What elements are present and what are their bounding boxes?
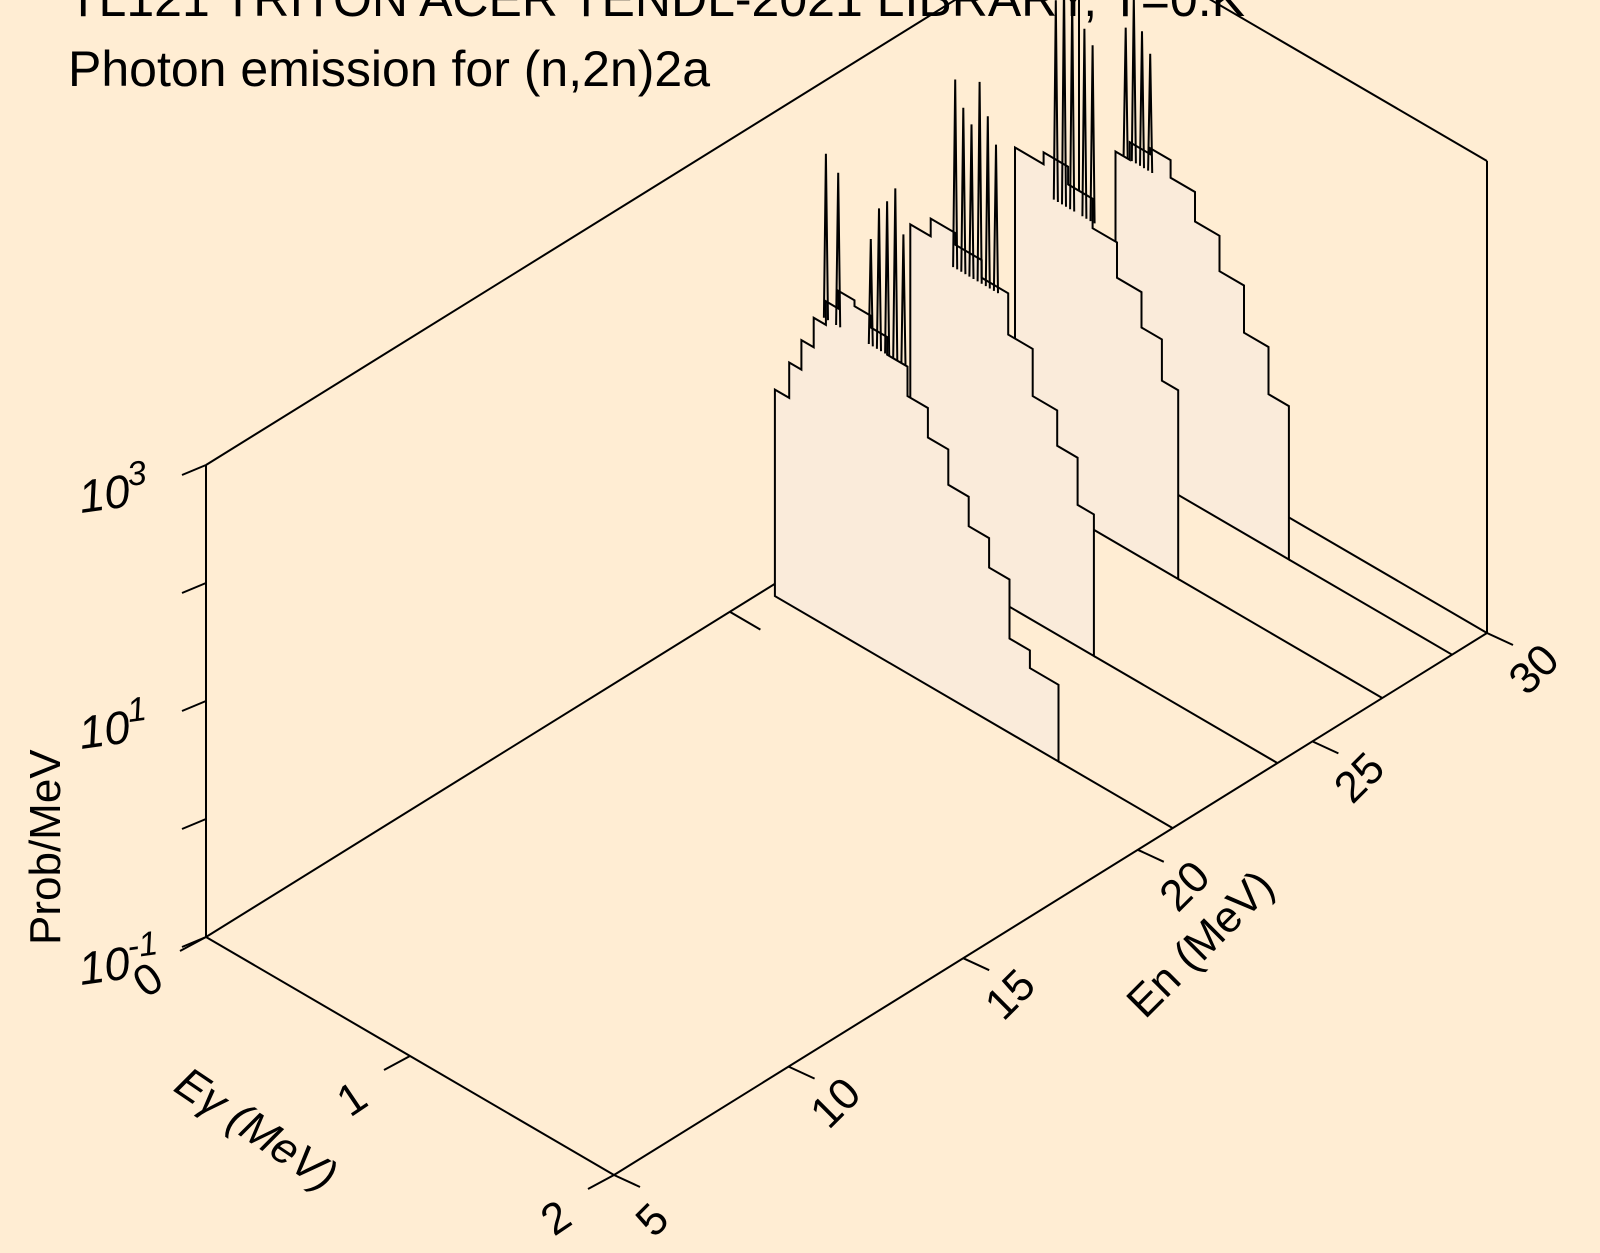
gamma-line-spike: [1130, 0, 1137, 164]
gamma-line-spike: [884, 201, 891, 356]
tick-z: [181, 464, 207, 476]
gamma-line-spike: [968, 124, 975, 280]
tick-en: [1137, 848, 1165, 863]
low-energy-baseline: [729, 610, 761, 631]
gamma-line-spike: [1139, 31, 1145, 169]
tick-en: [613, 1174, 641, 1188]
tick-label-z-exponent: -1: [125, 924, 160, 966]
gamma-line-spike: [1147, 53, 1154, 174]
tick-label-en: 5: [626, 1194, 678, 1246]
tick-en: [1311, 740, 1339, 755]
gamma-line-spike: [875, 208, 882, 352]
tick-label-z: 101: [74, 690, 152, 759]
spectrum-area: [773, 289, 1060, 764]
tick-label-en: 25: [1325, 743, 1394, 812]
gamma-line-spike: [952, 79, 959, 270]
tick-label-z-exponent: 1: [125, 690, 149, 730]
tick-z: [181, 818, 207, 830]
tick-egamma: [383, 1055, 411, 1071]
floor-edge-y-front: [613, 632, 1488, 1176]
z-axis-label: Prob/MeV: [21, 749, 70, 945]
tick-egamma: [587, 1174, 615, 1190]
gamma-line-spike: [900, 234, 907, 366]
gamma-line-spike: [1061, 0, 1067, 207]
wall-edge-top-far: [1209, 0, 1488, 162]
tick-label-en: 15: [976, 960, 1045, 1029]
tick-label-z-base: 10: [75, 700, 133, 759]
title-line-1: TL121 TRITON ACER TENDL-2021 LIBRARY, T=…: [68, 0, 1245, 27]
gamma-line-spike: [1081, 28, 1088, 219]
tick-label-z: 10-1: [74, 924, 163, 995]
x-axis-label: Eγ (MeV): [166, 1058, 345, 1201]
tick-label-egamma: 1: [328, 1072, 376, 1126]
tick-label-z-base: 10: [75, 464, 133, 523]
tick-z: [181, 936, 207, 948]
spectrum-baseline: [1093, 655, 1278, 764]
spectra: [729, 0, 1453, 829]
gamma-line-spike: [835, 172, 842, 328]
gamma-line-spike: [1052, 0, 1059, 203]
gamma-line-spike: [960, 107, 967, 275]
gamma-line-spike: [1089, 45, 1096, 224]
tick-label-egamma: 2: [532, 1191, 580, 1245]
tick-label-z: 103: [74, 454, 152, 523]
tick-z: [181, 582, 207, 594]
gamma-line-spike: [992, 144, 999, 294]
tick-en: [788, 1065, 816, 1080]
tick-en: [1486, 632, 1514, 646]
tick-label-z-exponent: 3: [125, 454, 149, 494]
tick-label-z-base: 10: [75, 936, 133, 995]
tick-en: [962, 957, 990, 972]
tick-label-en: 10: [801, 1068, 870, 1137]
gamma-line-spike: [822, 153, 829, 321]
gamma-line-spike: [867, 238, 874, 347]
title-line-2: Photon emission for (n,2n)2a: [68, 41, 710, 97]
spectrum-baseline: [1177, 578, 1383, 699]
gamma-line-spike: [984, 116, 991, 289]
gamma-line-spike: [892, 188, 899, 361]
gamma-line-spike: [1122, 27, 1129, 159]
tick-label-en: 30: [1499, 635, 1568, 704]
gamma-line-spike: [1069, 0, 1076, 212]
wall-edge-top: [205, 0, 957, 466]
spectrum-baseline: [1288, 558, 1453, 656]
tick-z: [181, 700, 207, 712]
spectrum-baseline: [1057, 760, 1174, 829]
gamma-line-spike: [976, 81, 983, 284]
